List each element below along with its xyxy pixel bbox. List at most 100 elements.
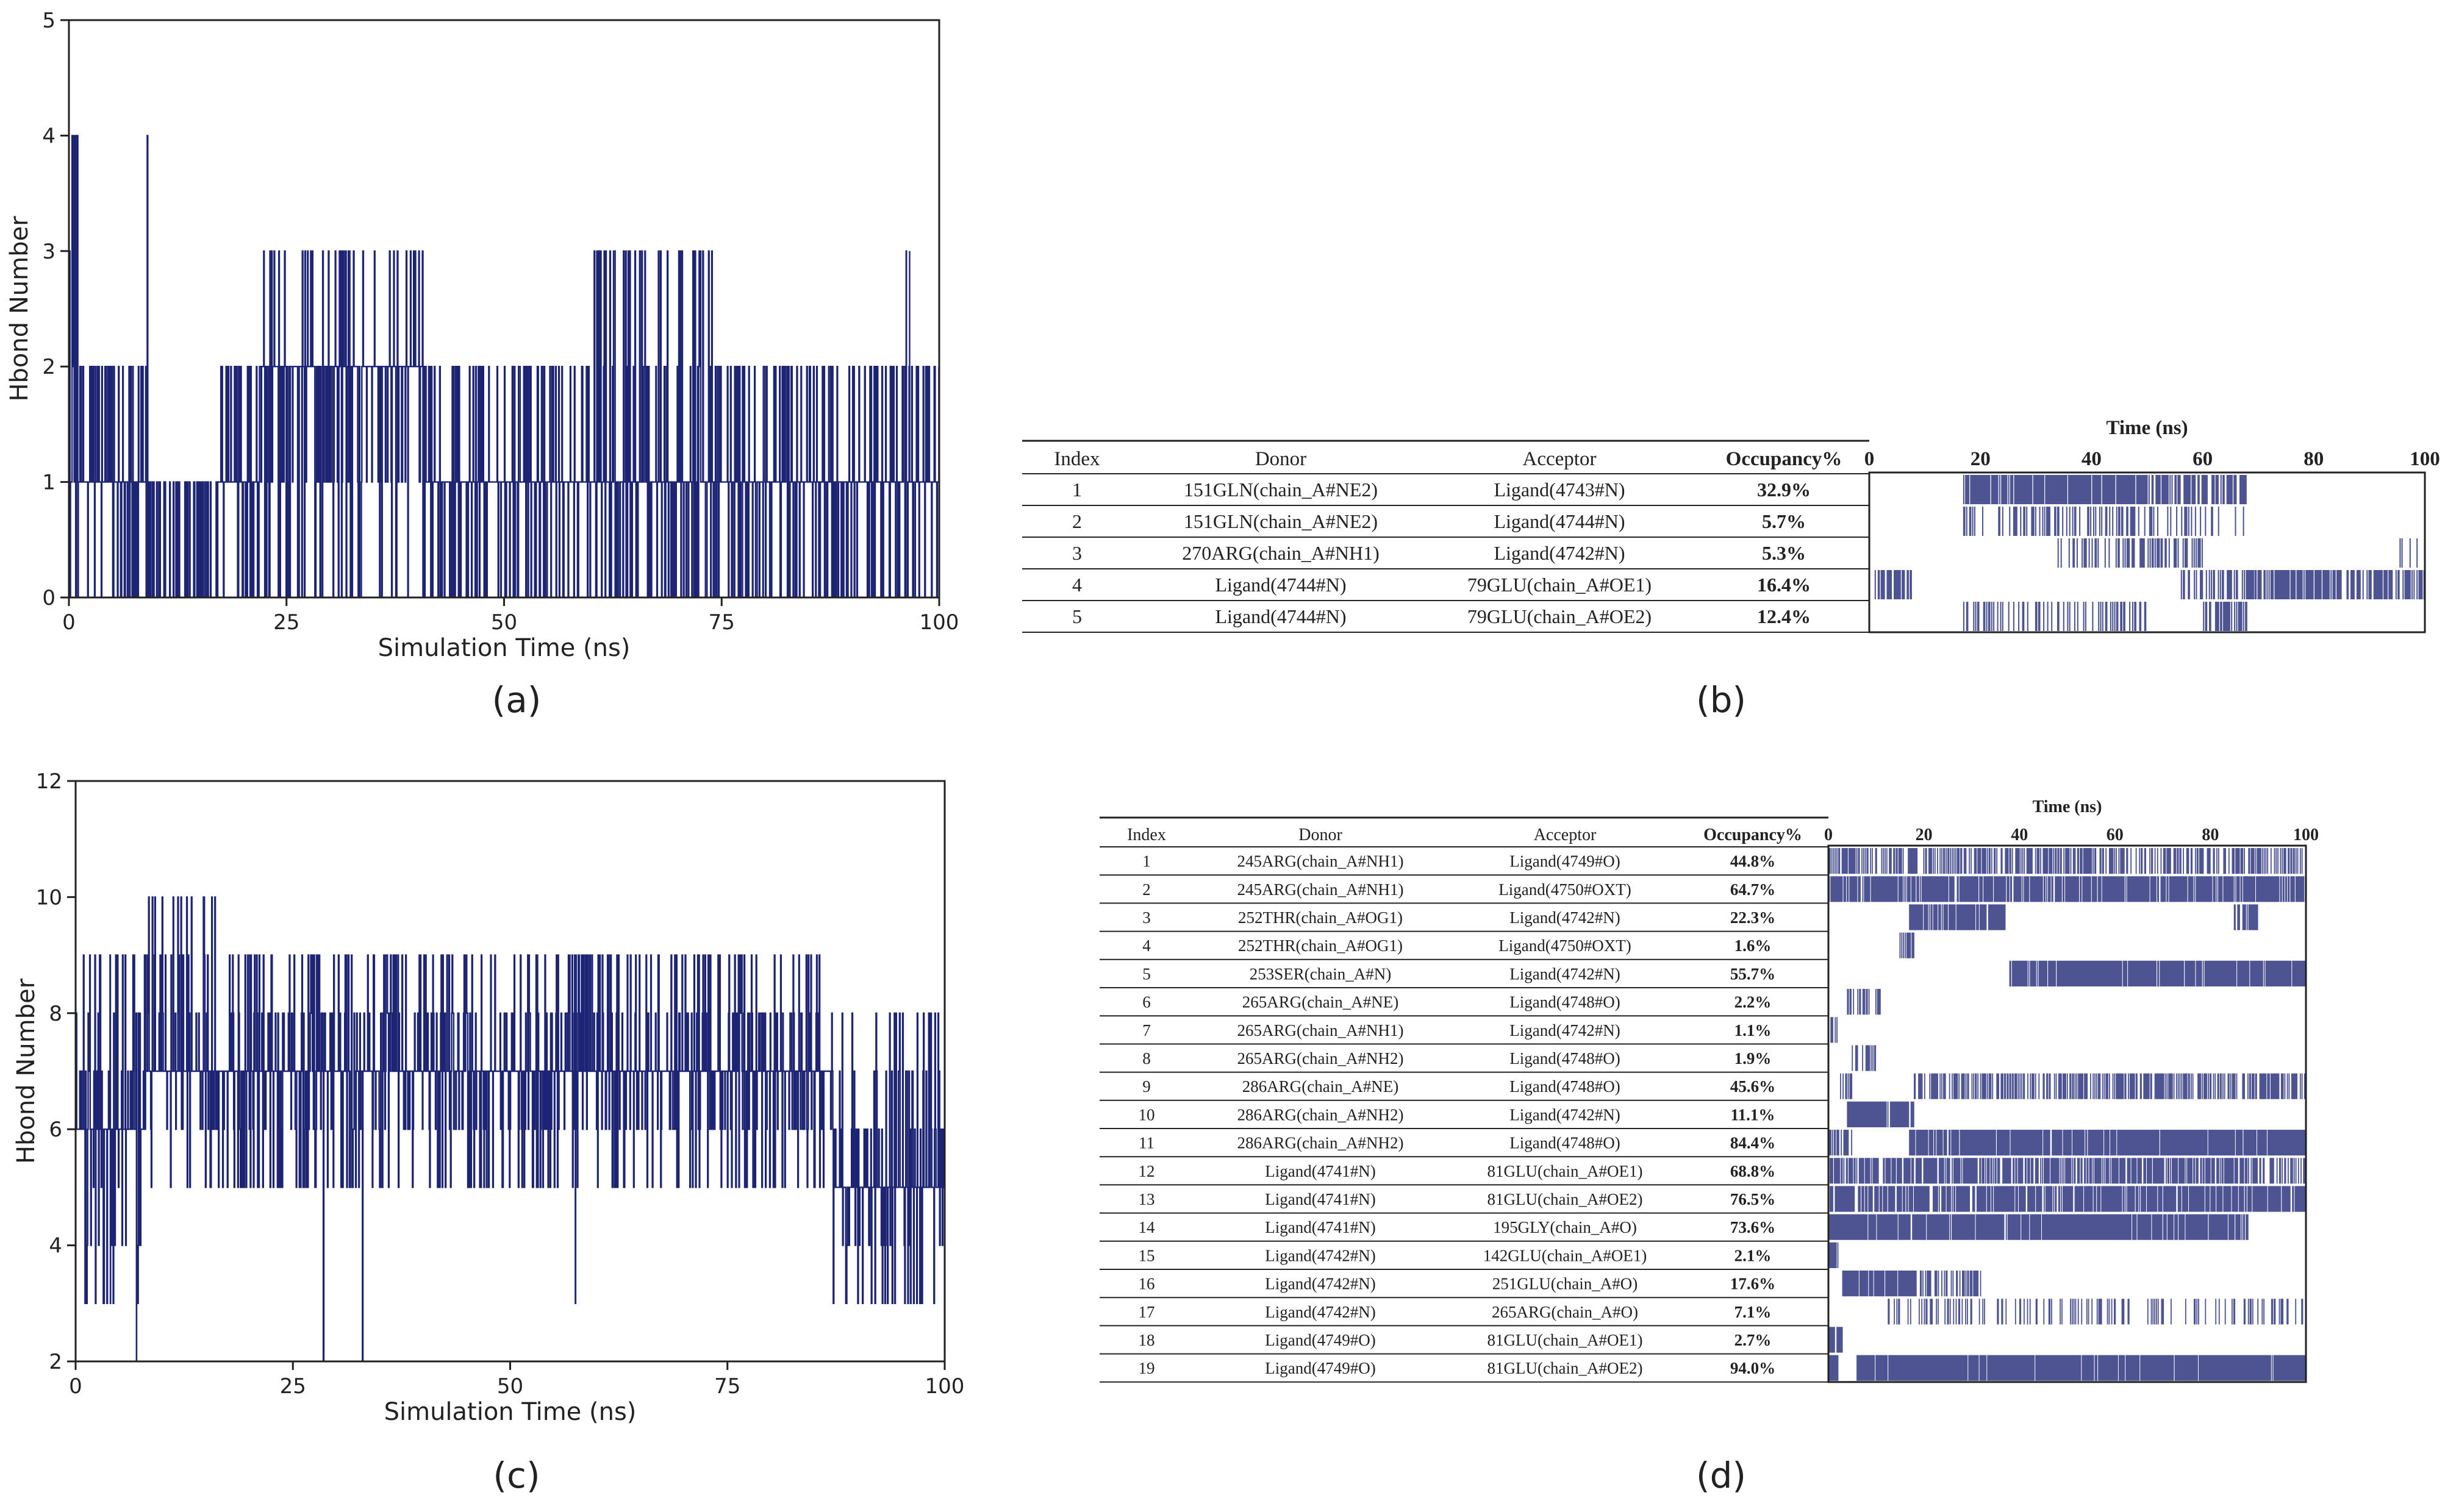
table-column-header: Occupancy% <box>1726 448 1842 470</box>
hbond-series-line <box>68 135 940 599</box>
row-acceptor: 81GLU(chain_A#OE1) <box>1487 1162 1643 1180</box>
row-occupancy: 1.1% <box>1734 1021 1772 1040</box>
time-tick-label: 20 <box>1916 826 1933 844</box>
time-axis-label: Time (ns) <box>2033 797 2102 816</box>
occupancy-strip <box>1963 602 2247 631</box>
row-acceptor: 265ARG(chain_A#O) <box>1492 1303 1638 1321</box>
occupancy-strip <box>2057 538 2418 568</box>
y-tick-label: 8 <box>49 1002 62 1026</box>
table-column-header: Occupancy% <box>1703 826 1802 844</box>
occupancy-strip <box>1828 1017 1838 1043</box>
row-acceptor: 79GLU(chain_A#OE2) <box>1467 605 1652 627</box>
table-column-header: Index <box>1054 448 1100 470</box>
row-donor: Ligand(4742#N) <box>1265 1246 1375 1264</box>
time-tick-label: 80 <box>2304 448 2324 470</box>
table-column-header: Acceptor <box>1534 826 1597 844</box>
row-occupancy: 94.0% <box>1730 1359 1775 1377</box>
row-acceptor: Ligand(4748#O) <box>1509 1134 1620 1152</box>
row-acceptor: 81GLU(chain_A#OE2) <box>1487 1190 1643 1208</box>
row-occupancy: 64.7% <box>1730 880 1775 899</box>
occupancy-strip <box>2009 960 2307 986</box>
panel-b-hbond-table: Index Donor Acceptor Occupancy% 1 151GLN(chai… <box>1022 417 2440 633</box>
table-row: 1 151GLN(chain_A#NE2) Ligand(4743#N) 32.9% <box>1022 475 2247 506</box>
row-acceptor: Ligand(4744#N) <box>1494 510 1625 532</box>
x-tick-label: 75 <box>709 610 735 635</box>
occupancy-strip <box>1842 1271 1981 1297</box>
row-index: 17 <box>1139 1303 1155 1321</box>
row-occupancy: 7.1% <box>1734 1303 1772 1321</box>
row-occupancy: 55.7% <box>1730 965 1775 983</box>
row-donor: 265ARG(chain_A#NH2) <box>1237 1049 1404 1068</box>
row-index: 12 <box>1139 1162 1155 1180</box>
x-tick-label: 25 <box>280 1374 306 1399</box>
occupancy-strip <box>1963 507 2244 536</box>
occupancy-strip <box>1828 1214 2249 1240</box>
row-donor: Ligand(4749#O) <box>1265 1359 1375 1377</box>
table-row: 4 Ligand(4744#N) 79GLU(chain_A#OE1) 16.4% <box>1022 570 2425 601</box>
x-tick-label: 0 <box>62 610 76 635</box>
row-donor: 286ARG(chain_A#NH2) <box>1237 1105 1404 1124</box>
table-row: 12 Ligand(4741#N) 81GLU(chain_A#OE1) 68.8% <box>1100 1158 2305 1186</box>
time-tick-label: 60 <box>2193 448 2213 470</box>
row-acceptor: Ligand(4742#N) <box>1509 1021 1620 1040</box>
table-column-header: Acceptor <box>1523 448 1597 470</box>
row-acceptor: 79GLU(chain_A#OE1) <box>1467 574 1652 596</box>
y-tick-label: 1 <box>42 471 55 495</box>
row-index: 9 <box>1142 1077 1151 1096</box>
row-index: 6 <box>1142 993 1151 1011</box>
occupancy-strip <box>1828 1186 2305 1212</box>
panel-b-label: (b) <box>1696 679 1746 721</box>
y-tick-label: 5 <box>42 9 55 33</box>
y-tick-label: 6 <box>49 1118 62 1142</box>
x-axis-label: Simulation Time (ns) <box>384 1398 637 1426</box>
occupancy-strip <box>1828 1130 2307 1156</box>
row-index: 15 <box>1139 1246 1155 1264</box>
row-occupancy: 17.6% <box>1730 1275 1775 1293</box>
row-index: 4 <box>1142 936 1151 955</box>
occupancy-strip <box>1852 1045 1877 1071</box>
row-donor: 151GLN(chain_A#NE2) <box>1184 479 1378 501</box>
row-acceptor: 251GLU(chain_A#O) <box>1492 1275 1638 1293</box>
row-donor: Ligand(4742#N) <box>1265 1303 1375 1321</box>
row-acceptor: Ligand(4748#O) <box>1509 1077 1620 1096</box>
row-occupancy: 5.7% <box>1762 510 1806 532</box>
row-index: 13 <box>1139 1190 1155 1208</box>
y-axis-label: Hbond Number <box>12 978 40 1164</box>
table-row: 15 Ligand(4742#N) 142GLU(chain_A#OE1) 2.1% <box>1100 1242 1839 1270</box>
row-donor: Ligand(4744#N) <box>1215 574 1346 596</box>
y-axis-label: Hbond Number <box>5 216 34 402</box>
row-index: 1 <box>1072 479 1082 501</box>
row-acceptor: 195GLY(chain_A#O) <box>1493 1218 1637 1236</box>
table-row: 16 Ligand(4742#N) 251GLU(chain_A#O) 17.6% <box>1100 1271 1981 1299</box>
row-donor: 265ARG(chain_A#NH1) <box>1237 1021 1404 1040</box>
row-occupancy: 2.1% <box>1734 1246 1772 1264</box>
row-acceptor: Ligand(4748#O) <box>1509 1049 1620 1068</box>
row-index: 3 <box>1142 908 1151 927</box>
table-row: 6 265ARG(chain_A#NE) Ligand(4748#O) 2.2% <box>1100 989 1881 1017</box>
time-axis-label: Time (ns) <box>2106 417 2188 439</box>
y-tick-label: 4 <box>42 124 55 148</box>
table-row: 7 265ARG(chain_A#NH1) Ligand(4742#N) 1.1% <box>1100 1017 1838 1045</box>
table-row: 11 286ARG(chain_A#NH2) Ligand(4748#O) 84.4% <box>1100 1130 2307 1158</box>
occupancy-strip <box>1847 1101 1914 1127</box>
row-occupancy: 68.8% <box>1730 1162 1775 1180</box>
occupancy-strip <box>1828 1242 1839 1268</box>
y-tick-label: 12 <box>36 769 62 794</box>
row-acceptor: Ligand(4742#N) <box>1509 1105 1620 1124</box>
x-tick-label: 75 <box>714 1374 740 1399</box>
x-tick-label: 100 <box>920 610 959 635</box>
row-acceptor: 81GLU(chain_A#OE2) <box>1487 1359 1643 1377</box>
row-index: 16 <box>1139 1275 1155 1293</box>
row-donor: Ligand(4742#N) <box>1265 1275 1375 1293</box>
time-tick-label: 80 <box>2202 826 2219 844</box>
table-row: 13 Ligand(4741#N) 81GLU(chain_A#OE2) 76.5% <box>1100 1186 2305 1214</box>
occupancy-strip <box>1828 876 2307 902</box>
y-tick-label: 4 <box>49 1234 62 1258</box>
table-row: 8 265ARG(chain_A#NH2) Ligand(4748#O) 1.9% <box>1100 1045 1877 1073</box>
row-occupancy: 5.3% <box>1762 542 1806 564</box>
table-row: 5 253SER(chain_A#N) Ligand(4742#N) 55.7% <box>1100 960 2307 988</box>
row-donor: 245ARG(chain_A#NH1) <box>1237 852 1404 871</box>
x-tick-label: 25 <box>273 610 299 635</box>
occupancy-strip <box>1899 932 1914 958</box>
occupancy-strip <box>1828 848 2303 874</box>
